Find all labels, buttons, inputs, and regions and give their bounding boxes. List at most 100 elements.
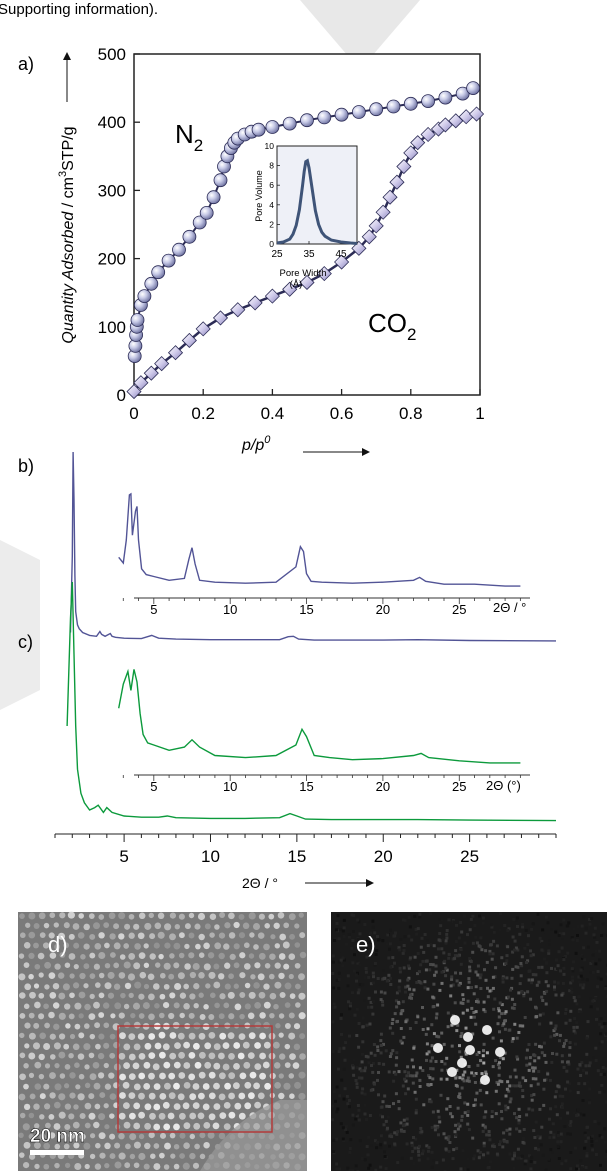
n2-point: [251, 122, 266, 137]
co2-point: [212, 310, 229, 326]
inset-axis-tick-label: 20: [376, 779, 390, 794]
co2-point: [181, 332, 197, 349]
inset-axis-tick-label: 10: [223, 779, 237, 794]
inset-axis-label-b: 2Θ / °: [493, 600, 526, 615]
xrd-inset-pattern-c: [118, 668, 521, 764]
n2-point: [137, 289, 152, 304]
x-tick-label-a: 1: [475, 404, 484, 423]
x-tick-label-a: 0.4: [261, 404, 285, 423]
n2-point: [317, 110, 332, 125]
co2-point: [126, 384, 142, 400]
co2-point: [368, 218, 384, 234]
n2-point: [386, 99, 401, 114]
inset-frame: [276, 145, 358, 245]
fft-diffraction-spots: [433, 1015, 505, 1085]
inset-y-tick-label: 4: [269, 200, 274, 210]
y-tick-label-a: 200: [98, 250, 126, 269]
n2-point: [213, 173, 228, 188]
x-axis-arrowhead-a: [362, 448, 370, 456]
n2-point: [182, 229, 197, 244]
main-axis-tick-label: 5: [119, 847, 128, 866]
inset-y-tick-label: 6: [269, 180, 274, 190]
fft-noise-texture: [331, 912, 607, 1171]
panel-e-fft-image: e): [331, 912, 607, 1171]
n2-point: [421, 94, 436, 108]
co2-point: [299, 274, 315, 291]
x-tick-label-a: 0.8: [399, 404, 423, 423]
panel-d-tem-image: d) 20 nm: [18, 911, 307, 1171]
x-axis-ticks-a: 0 0.2 0.4 0.6 0.8 1: [129, 389, 485, 423]
x-axis-arrowhead-bc: [366, 879, 374, 887]
series-label-co2: CO2: [368, 308, 416, 344]
inset-axis-tick-label: 15: [299, 602, 313, 617]
n2-point: [130, 313, 145, 327]
inset-axis-b: 5 10 15 20 25: [122, 597, 530, 617]
inset-axis-tick-label: 20: [376, 602, 390, 617]
decor-band-left: [0, 540, 40, 710]
main-axis-tick-label: 15: [287, 847, 306, 866]
co2-point: [143, 365, 159, 381]
co2-point: [316, 266, 332, 282]
co2-point: [282, 281, 298, 297]
co2-point: [382, 189, 398, 205]
co2-point: [334, 254, 350, 270]
n2-point: [161, 253, 176, 268]
inset-axis-c: 5 10 15 20 25: [122, 774, 530, 794]
inset-axis-tick-label: 10: [223, 602, 237, 617]
inset-y-tick-label: 0: [269, 239, 274, 249]
inset-x-tick-label: 45: [335, 249, 347, 260]
n2-point: [466, 81, 481, 95]
panel-label-a: a): [18, 54, 34, 74]
inset-axis-tick-label: 15: [299, 779, 313, 794]
n2-point: [351, 105, 366, 119]
n2-point: [151, 265, 166, 280]
n2-point: [144, 276, 159, 291]
co2-point: [468, 106, 485, 122]
panel-label-e: e): [356, 932, 376, 957]
co2-point: [154, 356, 170, 372]
n2-point: [199, 205, 214, 220]
scale-bar: [30, 1150, 84, 1155]
inset-x-unit: (Å): [290, 279, 303, 290]
co2-point: [361, 229, 377, 245]
inset-axis-tick-label: 25: [452, 779, 466, 794]
x-axis-label-a: p/p0: [241, 434, 271, 454]
co2-point: [389, 174, 405, 190]
inset-y-label: Pore Volume: [254, 170, 264, 222]
inset-axis-tick-label: 5: [150, 602, 157, 617]
co2-point: [133, 375, 149, 391]
co2-point: [410, 135, 426, 151]
inset-ticks: 0 2 4 6 8 10 25 35 45: [265, 141, 347, 260]
inset-axis-label-c: 2Θ (°): [486, 778, 521, 793]
header-text: Supporting information).: [0, 1, 158, 18]
panel-bc-xrd: b) c) 5 10 15 20 25 2Θ / ° 5 10 15 20 25 2Θ (°) …: [18, 451, 557, 891]
co2-point: [420, 126, 436, 143]
main-axis-tick-label: 20: [374, 847, 393, 866]
inset-axis-tick-label: 25: [452, 602, 466, 617]
tem-lattice-texture: [18, 911, 307, 1171]
xrd-inset-pattern-b: [118, 492, 521, 587]
co2-point: [195, 321, 211, 337]
n2-point: [438, 90, 453, 105]
y-tick-label-a: 500: [98, 45, 126, 64]
main-axis-tick-label: 25: [460, 847, 479, 866]
co2-point: [167, 345, 184, 361]
y-axis-ticks-a: 0 100 200 300 400 500: [98, 45, 140, 405]
x-axis-label-bc: 2Θ / °: [242, 875, 278, 891]
xrd-pattern-b: [69, 451, 557, 642]
x-tick-label-a: 0.6: [330, 404, 354, 423]
co2-point: [375, 204, 391, 220]
n2-point: [265, 120, 280, 134]
inset-pore-curve: [276, 158, 358, 245]
svg-text:Quantity Adsorbed / cm3STP/g: Quantity Adsorbed / cm3STP/g: [57, 126, 77, 343]
isotherm-series: [126, 81, 485, 400]
inset-x-tick-label: 35: [303, 249, 315, 260]
co2-point: [396, 158, 412, 175]
main-axis-tick-label: 10: [201, 847, 220, 866]
n2-point: [172, 242, 186, 257]
inset-x-tick-label: 25: [271, 249, 283, 260]
decor-triangle-top: [300, 0, 420, 70]
inset-axis-tick-label: 5: [150, 779, 157, 794]
